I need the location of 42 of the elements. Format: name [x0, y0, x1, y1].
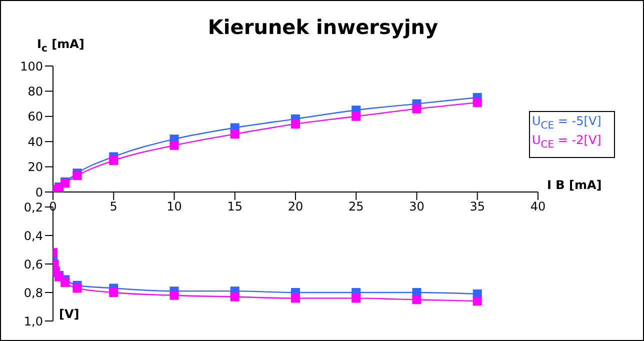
y-tick-label: 80	[28, 84, 43, 98]
y-tick-label: 100	[20, 59, 43, 74]
point	[230, 292, 240, 302]
x-tick-label: 35	[470, 200, 486, 214]
x-tick-label: 20	[288, 200, 304, 214]
x-tick-label: 10	[166, 200, 182, 214]
y-tick-label: 0	[35, 185, 43, 200]
y-axis-title: I$_{c}$ [mA]	[37, 37, 84, 54]
y-tick-label: 40	[28, 134, 43, 149]
point	[412, 295, 422, 304]
point	[72, 284, 82, 293]
point	[472, 98, 482, 108]
point	[352, 112, 361, 121]
point	[291, 294, 300, 303]
point	[60, 278, 70, 288]
y-tick-label: 0,4	[24, 228, 43, 243]
x-tick-label: 5	[110, 200, 118, 214]
point	[170, 290, 179, 300]
point	[291, 119, 300, 128]
point	[412, 104, 422, 114]
text: U$_{CE}$ = -5[V]	[532, 114, 602, 134]
y-tick-label: 0,2	[24, 200, 43, 214]
y-tick-label: 0,8	[24, 286, 43, 300]
x-tick-label: 30	[409, 200, 424, 214]
x-tick-label: 25	[348, 200, 364, 214]
y-tick-label: 20	[28, 160, 43, 174]
x-tick-label: 40	[530, 200, 546, 214]
y-tick-label: 60	[28, 110, 43, 124]
point	[109, 156, 118, 165]
chart-title: Kierunek inwersyjny	[208, 15, 438, 39]
x-axis-title: I B [mA]	[547, 178, 602, 192]
point	[170, 140, 179, 150]
y-axis-title: [V]	[59, 307, 80, 321]
point	[230, 130, 240, 139]
y-tick-label: 1,0	[24, 314, 43, 328]
text: U$_{CE}$ = -2[V]	[532, 133, 602, 153]
point	[109, 288, 118, 297]
point	[472, 296, 482, 306]
x-tick-label: 15	[227, 200, 243, 214]
point	[72, 171, 82, 180]
y-tick-label: 0,6	[24, 257, 43, 272]
point	[352, 294, 361, 303]
